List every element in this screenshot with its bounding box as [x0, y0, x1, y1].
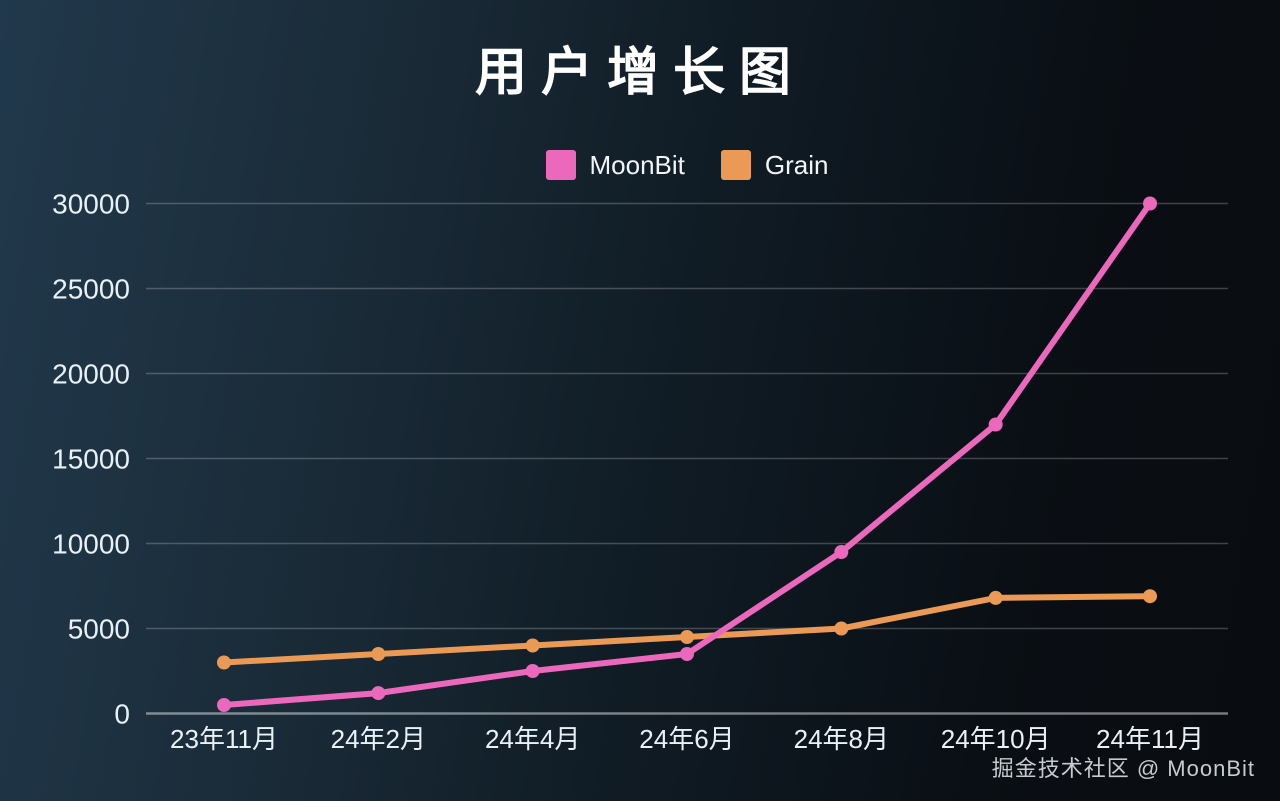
x-tick-label: 24年11月 [1096, 724, 1204, 754]
y-tick-label: 30000 [52, 189, 130, 220]
x-tick-label: 24年4月 [485, 724, 580, 754]
y-tick-label: 0 [114, 699, 130, 730]
data-point-grain-6[interactable] [1143, 589, 1157, 604]
data-point-moonbit-6[interactable] [1143, 196, 1157, 211]
data-point-moonbit-3[interactable] [680, 647, 694, 661]
y-tick-label: 20000 [52, 359, 130, 390]
series-line-moonbit [221, 200, 1153, 708]
y-tick-label: 25000 [52, 274, 130, 305]
legend-label-moonbit: MoonBit [589, 149, 685, 180]
data-point-grain-5[interactable] [988, 590, 1003, 605]
x-tick-label: 24年2月 [331, 724, 426, 754]
data-point-moonbit-4[interactable] [834, 545, 849, 559]
y-tick-label: 5000 [68, 614, 130, 645]
legend-label-grain: Grain [764, 149, 829, 180]
x-tick-label: 23年11月 [170, 724, 278, 754]
legend: MoonBit Grain [146, 150, 1228, 180]
y-tick-label: 10000 [52, 529, 130, 560]
x-tick-label: 24年10月 [941, 724, 1051, 754]
data-point-grain-4[interactable] [834, 621, 849, 636]
legend-swatch-moonbit-icon [545, 150, 576, 180]
data-point-moonbit-0[interactable] [217, 698, 231, 712]
data-point-moonbit-5[interactable] [988, 417, 1003, 432]
legend-swatch-grain-icon [720, 150, 751, 180]
y-tick-label: 15000 [52, 444, 130, 475]
legend-item-grain[interactable]: Grain [720, 149, 829, 181]
x-tick-label: 24年6月 [639, 724, 734, 754]
watermark-text: 掘金技术社区 @ MoonBit [991, 756, 1255, 781]
data-point-grain-1[interactable] [371, 647, 386, 661]
x-tick-label: 24年8月 [794, 724, 889, 754]
data-point-grain-0[interactable] [217, 655, 231, 670]
chart-title: 用户增长图 [474, 44, 805, 102]
data-point-moonbit-1[interactable] [371, 686, 386, 701]
data-point-grain-2[interactable] [525, 638, 540, 653]
legend-item-moonbit[interactable]: MoonBit [545, 149, 685, 181]
data-point-moonbit-2[interactable] [525, 664, 540, 678]
data-point-grain-3[interactable] [680, 630, 694, 644]
